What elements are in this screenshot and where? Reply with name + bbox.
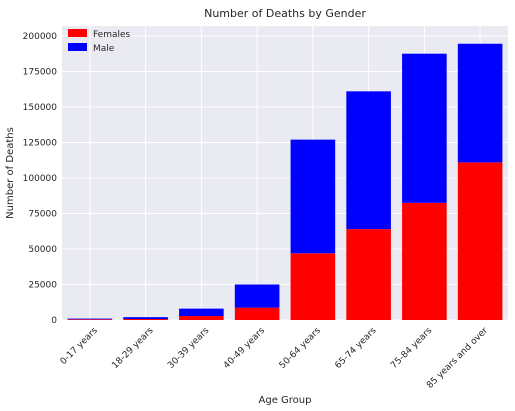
bars — [67, 43, 503, 320]
bar-male-4 — [290, 139, 336, 254]
chart-title: Number of Deaths by Gender — [204, 7, 366, 20]
x-tick-label: 75-84 years — [389, 326, 434, 371]
y-tick-label: 125000 — [23, 138, 58, 148]
legend-swatch-male — [68, 43, 87, 51]
y-tick-label: 150000 — [23, 103, 58, 113]
bar-females-5 — [346, 229, 391, 320]
bar-male-2 — [179, 308, 224, 317]
bar-females-1 — [123, 319, 168, 320]
bar-females-4 — [290, 253, 336, 320]
bar-females-3 — [234, 307, 280, 320]
y-tick-label: 75000 — [28, 209, 57, 219]
y-tick-label: 200000 — [23, 32, 58, 42]
y-tick-label: 0 — [51, 316, 57, 326]
y-tick-label: 50000 — [28, 245, 57, 255]
x-tick-label: 85 years and over — [425, 326, 490, 391]
bar-male-3 — [234, 284, 280, 308]
bar-females-0 — [67, 319, 113, 320]
x-tick-label: 50-64 years — [278, 326, 323, 371]
bar-females-7 — [457, 162, 503, 320]
y-tick-label: 25000 — [28, 280, 57, 290]
bar-females-2 — [179, 316, 224, 320]
x-tick-label: 0-17 years — [59, 326, 100, 367]
y-tick-label: 175000 — [23, 67, 58, 77]
x-axis-label: Age Group — [259, 395, 312, 406]
bar-male-0 — [67, 318, 113, 320]
x-tick-label: 40-49 years — [222, 326, 267, 371]
legend-label-females: Females — [93, 30, 131, 40]
y-tick-labels: 0 25000 50000 75000 100000 125000 150000 175000… — [23, 32, 58, 326]
x-tick-label: 18-29 years — [110, 326, 155, 371]
y-tick-label: 100000 — [23, 174, 58, 184]
y-axis-label: Number of Deaths — [5, 127, 16, 219]
bar-females-6 — [402, 202, 447, 320]
legend: Females Male — [68, 29, 131, 54]
bar-male-6 — [402, 53, 447, 203]
bar-male-5 — [346, 91, 391, 230]
legend-swatch-females — [68, 29, 87, 37]
x-tick-labels: 0-17 years 18-29 years 30-39 years 40-49 ye… — [59, 326, 491, 391]
bar-male-1 — [123, 317, 168, 320]
x-tick-label: 65-74 years — [333, 326, 378, 371]
legend-label-male: Male — [93, 44, 115, 54]
bar-male-7 — [457, 43, 503, 163]
x-tick-label: 30-39 years — [166, 326, 211, 371]
